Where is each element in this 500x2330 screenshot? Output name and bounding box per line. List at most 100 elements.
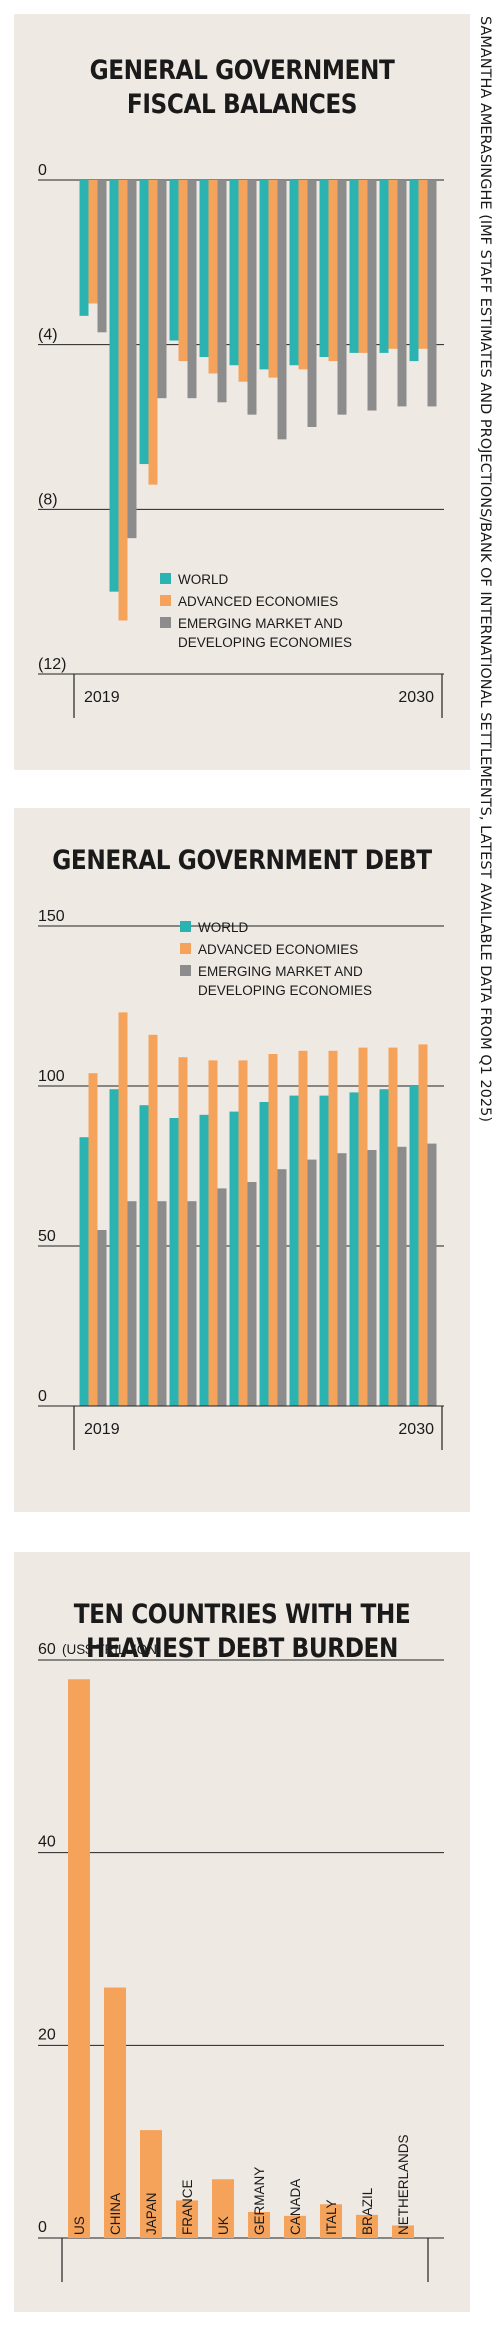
bar-advanced (358, 180, 368, 353)
bar-world (169, 1118, 179, 1406)
bar-world (199, 180, 209, 358)
bar-emerging (127, 1201, 137, 1406)
bar-world (349, 1092, 359, 1406)
y-tick-label: (12) (38, 656, 66, 673)
country-label: NETHERLANDS (396, 2134, 411, 2235)
bar-advanced (118, 1012, 128, 1406)
legend-label: WORLD (178, 572, 229, 587)
x-tick-label: 2019 (84, 689, 120, 706)
legend-swatch-advanced (180, 943, 191, 954)
bar-world (229, 180, 239, 366)
y-axis-unit: (US$ TRILLION) (62, 1642, 162, 1657)
bar-world (229, 1111, 239, 1406)
bar-advanced (208, 180, 218, 374)
bar-emerging (157, 1201, 167, 1406)
legend-label: WORLD (198, 920, 249, 935)
country-label: FRANCE (180, 2179, 195, 2235)
bar-emerging (367, 180, 377, 411)
bar-emerging (247, 180, 257, 415)
y-tick-label: 100 (38, 1068, 65, 1085)
bar-world (259, 1102, 269, 1406)
y-tick-label: (8) (38, 491, 58, 508)
bar-emerging (367, 1150, 377, 1406)
y-tick-label: 0 (38, 1388, 47, 1405)
y-tick-label: 0 (38, 162, 47, 179)
bar-country (68, 1679, 90, 2238)
fiscal-balances-panel: GENERAL GOVERNMENT FISCAL BALANCES 0 (4) (8… (14, 14, 470, 770)
bar-emerging (217, 180, 227, 403)
bar-emerging (427, 180, 437, 407)
legend-label: ADVANCED ECONOMIES (198, 942, 358, 957)
legend-swatch-advanced (160, 595, 171, 606)
bar-emerging (127, 180, 137, 539)
country-label: US (72, 2216, 87, 2235)
country-label: CANADA (288, 2179, 303, 2235)
bar-emerging (337, 1153, 347, 1406)
bar-emerging (247, 1182, 257, 1406)
heaviest-debt-panel: TEN COUNTRIES WITH THE HEAVIEST DEBT BURD… (14, 1552, 470, 2312)
bar-advanced (298, 180, 308, 370)
bar-country (320, 2204, 342, 2238)
y-tick-label: 150 (38, 908, 65, 925)
bar-world (79, 1137, 89, 1406)
bar-emerging (277, 1169, 287, 1406)
bar-emerging (337, 180, 347, 415)
bar-country (284, 2215, 306, 2238)
country-label: UK (216, 2216, 231, 2235)
y-tick-label: 20 (38, 2026, 56, 2043)
bar-advanced (358, 1047, 368, 1406)
bar-emerging (97, 180, 107, 333)
legend-swatch-world (160, 573, 171, 584)
bar-emerging (307, 1159, 317, 1406)
bar-emerging (97, 1230, 107, 1406)
bar-emerging (397, 1146, 407, 1406)
bar-advanced (418, 180, 428, 349)
bar-emerging (277, 180, 287, 440)
bar-advanced (178, 1057, 188, 1406)
bar-world (349, 180, 359, 353)
fiscal-balances-title: GENERAL GOVERNMENT FISCAL BALANCES (46, 54, 438, 122)
bar-advanced (118, 180, 128, 621)
bar-world (169, 180, 179, 341)
bar-world (379, 1089, 389, 1406)
y-tick-label: (4) (38, 327, 58, 344)
legend-label: DEVELOPING ECONOMIES (178, 635, 352, 650)
bar-emerging (427, 1143, 437, 1406)
legend-label: EMERGING MARKET AND (178, 616, 343, 631)
bar-emerging (157, 180, 167, 399)
government-debt-chart: 0 50 100 150 2019 2030 WORLD ADVANCED ECONOMIES… (38, 908, 444, 1450)
bar-world (109, 1089, 119, 1406)
fiscal-balances-chart: 0 (4) (8) (12) 2019 2030 WORLD ADVANCED ECONOMI… (38, 162, 444, 718)
bar-world (139, 180, 149, 465)
bar-emerging (307, 180, 317, 427)
bar-world (109, 180, 119, 592)
bar-advanced (148, 180, 158, 485)
y-tick-label: 60 (38, 1641, 56, 1658)
x-tick-label: 2030 (398, 689, 434, 706)
heaviest-debt-chart: 0 20 40 60 (US$ TRILLION) US CHINA JAPAN FRANCE U… (38, 1641, 444, 2282)
bar-advanced (178, 180, 188, 362)
bar-world (319, 1095, 329, 1406)
bar-country (140, 2130, 162, 2238)
bar-advanced (208, 1060, 218, 1406)
bar-world (289, 1095, 299, 1406)
bar-world (79, 180, 89, 316)
country-label: GERMANY (252, 2167, 267, 2235)
bar-advanced (88, 1073, 98, 1406)
bar-advanced (148, 1034, 158, 1406)
legend-swatch-emerging (160, 617, 171, 628)
bar-country (392, 2225, 414, 2238)
bar-world (289, 180, 299, 366)
bar-advanced (388, 180, 398, 349)
bar-country (248, 2211, 270, 2238)
country-label: BRAZIL (360, 2187, 375, 2235)
bar-world (409, 1086, 419, 1406)
bar-emerging (187, 180, 197, 399)
bar-country (104, 1987, 126, 2238)
bar-world (379, 180, 389, 353)
bar-advanced (328, 180, 338, 362)
bar-advanced (328, 1050, 338, 1406)
bar-advanced (388, 1047, 398, 1406)
y-tick-label: 50 (38, 1228, 56, 1245)
credit-line: SAMANTHA AMERASINGHE (IMF STAFF ESTIMATE… (477, 16, 493, 1123)
